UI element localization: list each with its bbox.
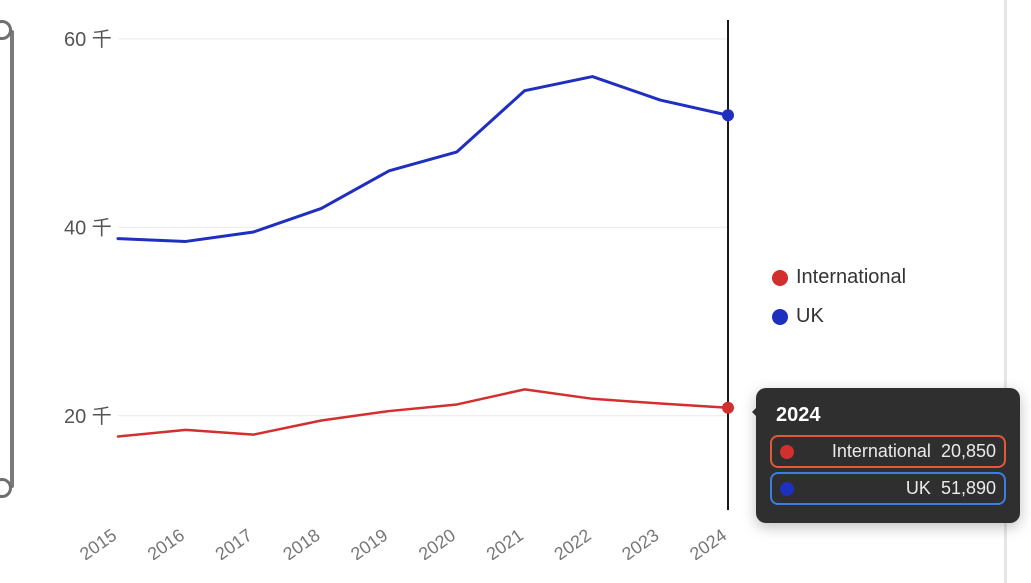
svg-text:60 千: 60 千: [64, 28, 112, 51]
svg-text:40 千: 40 千: [64, 216, 112, 239]
svg-text:2024: 2024: [686, 525, 730, 560]
svg-text:20 千: 20 千: [64, 405, 112, 428]
tooltip-value: 51,890: [941, 478, 996, 499]
svg-text:2015: 2015: [76, 525, 120, 560]
tooltip-row-uk: UK 51,890: [770, 472, 1006, 505]
legend-dot-icon: [772, 309, 788, 325]
svg-text:2016: 2016: [144, 525, 188, 560]
chart-svg: 20 千 40 千 60 千 2015 2016 2017 2018 2019 2020 2021…: [38, 0, 758, 560]
tooltip-row-international: International 20,850: [770, 435, 1006, 468]
tooltip-year: 2024: [770, 404, 1006, 427]
legend: International UK: [772, 266, 906, 344]
line-chart[interactable]: 20 千 40 千 60 千 2015 2016 2017 2018 2019 2020 2021…: [38, 0, 758, 560]
svg-text:2019: 2019: [347, 525, 391, 560]
svg-text:2018: 2018: [279, 525, 323, 560]
svg-text:2017: 2017: [212, 525, 256, 560]
tooltip-dot-icon: [780, 445, 794, 459]
svg-text:2021: 2021: [483, 525, 527, 560]
tooltip-dot-icon: [780, 482, 794, 496]
range-slider-rail: [10, 30, 14, 488]
svg-text:2022: 2022: [550, 525, 594, 560]
chart-stage: 20 千 40 千 60 千 2015 2016 2017 2018 2019 2020 2021…: [0, 0, 1031, 583]
legend-label: UK: [796, 305, 824, 328]
hover-tooltip: 2024 International 20,850 UK 51,890: [756, 388, 1020, 523]
tooltip-label: International: [804, 441, 931, 462]
legend-item-international[interactable]: International: [772, 266, 906, 289]
legend-label: International: [796, 266, 906, 289]
tooltip-value: 20,850: [941, 441, 996, 462]
svg-text:2020: 2020: [415, 525, 459, 560]
tooltip-label: UK: [804, 478, 931, 499]
legend-item-uk[interactable]: UK: [772, 305, 906, 328]
legend-dot-icon: [772, 270, 788, 286]
svg-text:2023: 2023: [618, 525, 662, 560]
